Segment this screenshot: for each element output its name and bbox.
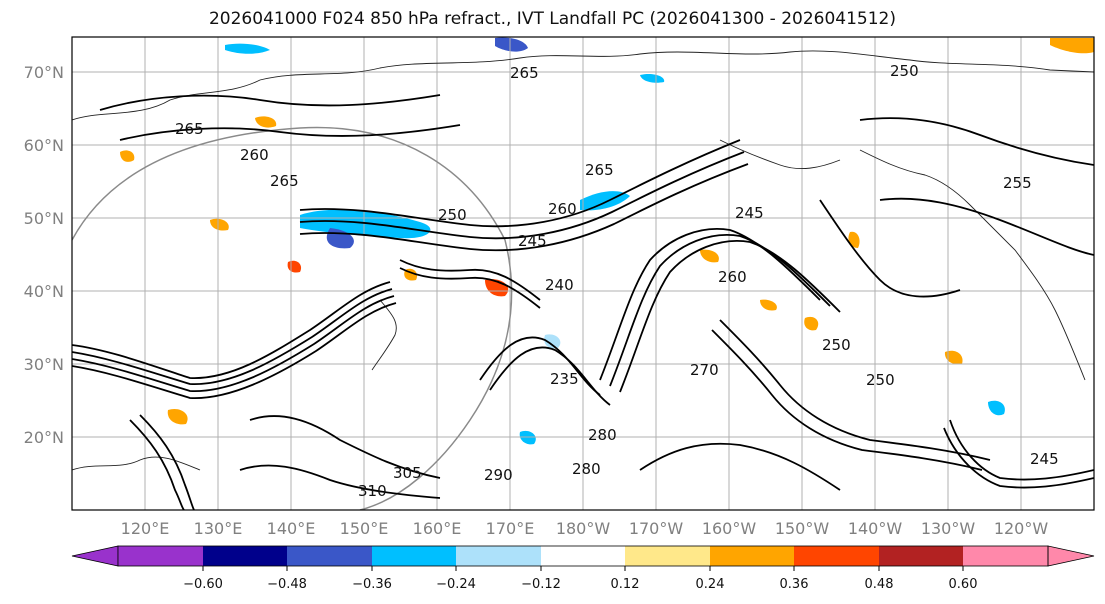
lon-label: 140°E (267, 519, 316, 538)
lat-label: 40°N (24, 282, 64, 301)
colorbar-segment (456, 546, 541, 566)
contour-label: 265 (510, 64, 539, 82)
lat-label: 30°N (24, 355, 64, 374)
refractivity-contours (72, 94, 1094, 510)
lon-label: 120°W (994, 519, 1049, 538)
refractivity-shading (120, 37, 1094, 445)
lon-label: 150°E (340, 519, 389, 538)
lon-label: 170°W (629, 519, 684, 538)
contour-label: 280 (588, 426, 617, 444)
contour-label: 235 (550, 370, 579, 388)
colorbar-tick-label: −0.48 (267, 577, 307, 592)
colorbar-segment (287, 546, 372, 566)
contour-label: 240 (545, 276, 574, 294)
colorbar-tick-label: 0.36 (780, 577, 809, 592)
lon-label: 140°W (848, 519, 903, 538)
colorbar-extend-left (71, 545, 119, 567)
contour-label: 310 (358, 482, 387, 500)
lon-label: 130°W (921, 519, 976, 538)
contour-label: 250 (866, 371, 895, 389)
longitude-labels: 120°E 130°E 140°E 150°E 160°E 170°E 180°… (121, 519, 1049, 538)
colorbar-tick-label: −0.24 (436, 577, 476, 592)
lat-label: 50°N (24, 209, 64, 228)
colorbar-segment (879, 546, 963, 566)
lat-label: 20°N (24, 428, 64, 447)
colorbar-segment (203, 546, 287, 566)
coastlines (72, 50, 1094, 471)
colorbar-extend-right (1047, 545, 1095, 567)
contour-label: 255 (1003, 174, 1032, 192)
lon-label: 120°E (121, 519, 170, 538)
contour-label: 265 (270, 172, 299, 190)
lon-label: 160°W (702, 519, 757, 538)
lon-label: 170°E (486, 519, 535, 538)
map-title: 2026041000 F024 850 hPa refract., IVT La… (208, 9, 896, 29)
colorbar-segment (541, 546, 625, 566)
colorbar-tick-label: 0.60 (949, 577, 978, 592)
graticule (72, 37, 1094, 510)
contour-label: 250 (890, 62, 919, 80)
landfall-region-outline (72, 126, 513, 510)
colorbar-segment (794, 546, 879, 566)
lat-label: 70°N (24, 63, 64, 82)
colorbar: −0.60 −0.48 −0.36 −0.24 −0.12 0.12 0.24 … (71, 545, 1095, 592)
contour-label: 290 (484, 466, 513, 484)
contour-label: 245 (518, 232, 547, 250)
colorbar-tick-label: 0.12 (611, 577, 640, 592)
contour-label: 260 (718, 268, 747, 286)
colorbar-segment (625, 546, 710, 566)
colorbar-segment (372, 546, 456, 566)
contour-label: 265 (175, 120, 204, 138)
contour-label: 280 (572, 460, 601, 478)
colorbar-tick-label: 0.24 (696, 577, 725, 592)
lon-label: 160°E (413, 519, 462, 538)
colorbar-segment (710, 546, 794, 566)
lon-label: 130°E (194, 519, 243, 538)
contour-label: 250 (438, 206, 467, 224)
colorbar-segment (963, 546, 1048, 566)
contour-label: 250 (822, 336, 851, 354)
colorbar-tick-label: −0.60 (183, 577, 223, 592)
contour-label: 245 (735, 204, 764, 222)
contour-label: 305 (393, 464, 422, 482)
colorbar-segment (118, 546, 203, 566)
contour-label: 260 (240, 146, 269, 164)
contour-label: 270 (690, 361, 719, 379)
lon-label: 180°W (556, 519, 611, 538)
map-border (71, 36, 1095, 511)
colorbar-tick-label: 0.48 (865, 577, 894, 592)
contour-label: 260 (548, 200, 577, 218)
latitude-labels: 70°N 60°N 50°N 40°N 30°N 20°N (24, 63, 64, 447)
contour-label: 265 (585, 161, 614, 179)
contour-label: 245 (1030, 450, 1059, 468)
colorbar-tick-label: −0.36 (352, 577, 392, 592)
contour-labels: 265 260 265 265 250 245 260 245 240 255 … (175, 62, 1059, 500)
colorbar-tick-label: −0.12 (521, 577, 561, 592)
lon-label: 150°W (775, 519, 830, 538)
lat-label: 60°N (24, 136, 64, 155)
